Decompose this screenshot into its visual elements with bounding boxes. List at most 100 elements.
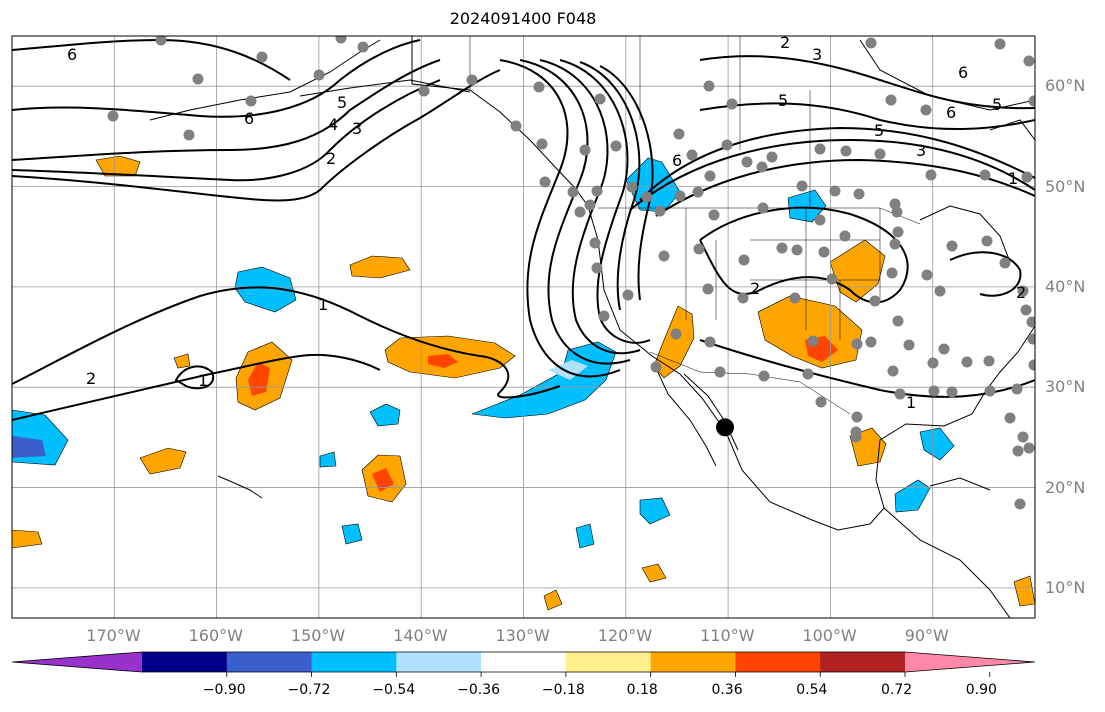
contour-label-6-alaska: 6: [244, 109, 254, 128]
field-orange-160w: [139, 447, 187, 475]
contour-west-coast-4: [559, 59, 651, 344]
station-dot: [789, 292, 801, 304]
station-dot: [984, 385, 996, 397]
field-orange-small-1: [543, 589, 563, 611]
colorbar-segment: [481, 652, 567, 672]
contour-north-pacific-3: [12, 79, 441, 182]
colorbar-tick-label: 0.36: [711, 682, 743, 698]
field-blue-small-3: [575, 523, 595, 549]
field-blue-gulf: [894, 479, 931, 513]
contour-label-3-north: 3: [812, 45, 822, 64]
station-dot: [693, 243, 705, 255]
station-dot: [510, 120, 522, 132]
station-dot: [737, 292, 749, 304]
station-dot: [874, 148, 886, 160]
station-dot: [758, 370, 770, 382]
border-canada-provinces: [639, 36, 811, 208]
colorbar-segment: [226, 652, 313, 672]
colorbar-tick-label: 0.54: [796, 682, 828, 698]
station-dot: [594, 93, 606, 105]
contour-label-1-loop: 1: [198, 371, 208, 390]
station-dot: [673, 128, 685, 140]
station-dot: [245, 95, 257, 107]
station-dot: [1026, 316, 1035, 328]
station-dot: [1023, 55, 1035, 67]
station-dot: [1017, 431, 1029, 443]
latitude-label: 10°N: [1045, 577, 1086, 597]
station-dot: [889, 238, 901, 250]
contour-plains-2: [699, 206, 909, 304]
field-blue-small-1: [341, 523, 363, 545]
contour-subtropical-1: [12, 286, 561, 399]
station-dot: [903, 339, 915, 351]
contour-north-pacific-2: [12, 69, 501, 202]
longitude-label: 170°W: [86, 626, 141, 645]
contour-label-3-gulf: 3: [352, 119, 362, 138]
station-dot: [865, 336, 877, 348]
station-dot: [622, 289, 634, 301]
field-blue-florida: [919, 427, 955, 461]
station-dot: [533, 81, 545, 93]
field-darkblue-west-edge: [12, 436, 46, 458]
coast-alaska-south: [299, 79, 471, 97]
field-orange-small-3: [173, 353, 191, 369]
station-dot: [839, 230, 851, 242]
longitude-label: 110°W: [700, 626, 755, 645]
station-dot: [591, 262, 603, 274]
latitude-label: 20°N: [1045, 477, 1086, 497]
longitude-label: 130°W: [495, 626, 550, 645]
contour-north-pacific-4: [12, 59, 441, 161]
field-orange-east-south: [1013, 575, 1035, 607]
field-red-140w-south: [372, 468, 394, 492]
station-dot: [674, 190, 686, 202]
border-us-mexico: [649, 351, 851, 415]
station-dot: [851, 411, 863, 423]
station-dot: [692, 186, 704, 198]
station-dot: [357, 41, 369, 53]
contour-label-6-coast: 6: [672, 151, 682, 170]
station-dot: [650, 361, 662, 373]
station-dot: [721, 139, 733, 151]
longitude-label: 120°W: [597, 626, 653, 645]
station-dot: [641, 191, 653, 203]
coast-cuba: [929, 477, 991, 491]
station-dot: [807, 335, 819, 347]
station-dot: [894, 388, 906, 400]
colorbar-tick-label: −0.18: [541, 682, 585, 698]
station-dot: [708, 209, 720, 221]
station-dot: [574, 206, 586, 218]
station-dot: [567, 186, 579, 198]
station-dot: [704, 336, 716, 348]
station-dot: [589, 237, 601, 249]
station-dots: [107, 36, 1035, 510]
station-dot: [865, 37, 877, 49]
colorbar-tick-label: 0.90: [965, 682, 997, 698]
station-dot: [791, 244, 803, 256]
station-dot: [539, 176, 551, 188]
contour-label-5-gulf: 5: [337, 93, 347, 112]
location-marker: [716, 418, 735, 437]
station-dot: [256, 51, 268, 63]
political-borders: [469, 36, 921, 415]
station-dot: [1028, 359, 1035, 371]
colorbar-segment: [311, 652, 397, 672]
station-dot: [892, 315, 904, 327]
field-orange-west-south: [12, 529, 43, 549]
station-dot: [979, 169, 991, 181]
station-dot: [726, 98, 738, 110]
coast-baja: [655, 367, 717, 467]
station-dot: [776, 242, 788, 254]
contour-label-5-labrador: 5: [992, 95, 1002, 114]
station-dot: [891, 206, 903, 218]
station-dot: [892, 226, 904, 238]
contour-east-loop: [949, 251, 1022, 297]
colorbar-extend-high: [905, 652, 1035, 672]
colorbar-tick-label: −0.90: [202, 682, 246, 698]
contour-label-6-quebec: 6: [946, 103, 956, 122]
colorbar-tick-label: 0.18: [626, 682, 658, 698]
field-lightblue-coast: [548, 360, 588, 380]
station-dot: [1017, 285, 1029, 297]
coast-gulf-california: [683, 373, 739, 451]
station-dot: [579, 144, 591, 156]
station-dot: [192, 73, 204, 85]
